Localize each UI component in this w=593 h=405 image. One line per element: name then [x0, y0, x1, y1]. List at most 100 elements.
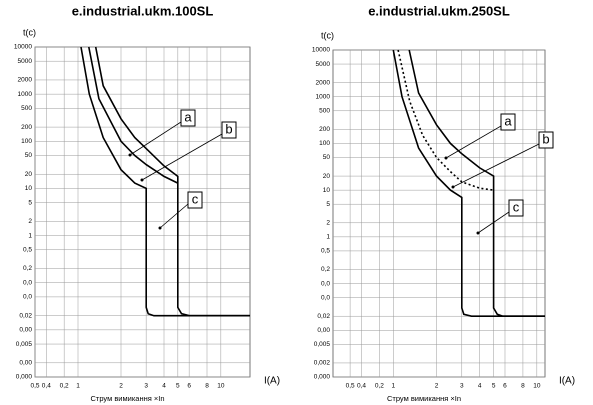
legend-label: c — [192, 191, 199, 206]
x-tick-label: 2 — [119, 383, 123, 390]
label-box — [538, 131, 554, 149]
x-tick-label: 0,5 — [30, 383, 39, 390]
x-tick-label: 0,5 — [346, 383, 355, 390]
x-tick-label: 10 — [533, 383, 541, 390]
y-tick-label: 50 — [25, 152, 33, 159]
y-tick-label: 0,0 — [23, 294, 32, 301]
y-tick-label: 0,005 — [314, 341, 331, 348]
y-tick-label: 0,5 — [23, 246, 32, 253]
y-tick-label: 0,000 — [16, 374, 33, 381]
y-tick-label: 1000 — [316, 93, 331, 100]
leader-line — [159, 203, 189, 229]
x-tick-label: 5 — [492, 383, 496, 390]
y-tick-label: 50 — [323, 154, 331, 161]
x-tick-label: 5 — [176, 383, 180, 390]
y-axis-label: t(c) — [321, 30, 334, 40]
legend-label: c — [513, 199, 520, 214]
y-tick-label: 1 — [28, 232, 32, 239]
legend-label: b — [542, 131, 549, 146]
leader-dot — [444, 156, 448, 160]
x-tick-label: 4 — [478, 383, 482, 390]
leader-dot — [476, 231, 480, 235]
y-tick-label: 5000 — [18, 58, 33, 65]
y-tick-label: 0,0 — [321, 280, 330, 287]
y-tick-label: 0,000 — [314, 374, 331, 381]
y-tick-label: 5000 — [316, 61, 331, 68]
legend-label: a — [504, 113, 512, 128]
label-box — [221, 121, 237, 139]
x-tick-label: 0,4 — [42, 383, 51, 390]
y-tick-label: 1000 — [18, 91, 33, 98]
label-box — [187, 191, 203, 209]
y-tick-label: 0,02 — [19, 312, 32, 319]
x-caption: Струм вимикання ×In — [90, 394, 164, 403]
y-tick-label: 10 — [25, 185, 33, 192]
y-tick-label: 20 — [323, 173, 331, 180]
y-tick-label: 100 — [319, 140, 330, 147]
x-tick-label: 1 — [391, 383, 395, 390]
x-axis-label: I(A) — [264, 376, 280, 387]
leader-line — [477, 211, 510, 234]
legend-label: b — [225, 121, 232, 136]
y-tick-label: 2 — [28, 218, 32, 225]
y-tick-label: 500 — [319, 107, 330, 114]
x-tick-label: 3 — [460, 383, 464, 390]
curve — [392, 49, 545, 317]
y-tick-label: 0,2 — [23, 265, 32, 272]
chart-title: e.industrial.ukm.100SL — [72, 3, 214, 18]
y-tick-label: 0,5 — [321, 248, 330, 255]
curve — [408, 49, 545, 317]
y-tick-label: 10000 — [312, 47, 330, 54]
x-tick-label: 3 — [144, 383, 148, 390]
y-tick-label: 1 — [326, 234, 330, 241]
x-tick-label: 0,2 — [375, 383, 384, 390]
legend-label: a — [184, 109, 192, 124]
curve — [80, 46, 250, 317]
y-tick-label: 0,005 — [16, 341, 33, 348]
x-axis-label: I(A) — [559, 376, 575, 387]
x-tick-label: 6 — [503, 383, 507, 390]
x-tick-label: 0,4 — [357, 383, 366, 390]
x-caption: Струм вимикання ×In — [387, 394, 461, 403]
x-tick-label: 8 — [521, 383, 525, 390]
curve — [88, 46, 179, 184]
x-tick-label: 8 — [205, 383, 209, 390]
label-box — [180, 109, 196, 127]
x-tick-label: 10 — [217, 383, 225, 390]
y-tick-label: 100 — [21, 138, 32, 145]
x-tick-label: 1 — [76, 383, 80, 390]
y-tick-label: 0,02 — [317, 313, 330, 320]
x-tick-label: 4 — [162, 383, 166, 390]
y-tick-label: 0,2 — [321, 266, 330, 273]
y-tick-label: 2000 — [316, 79, 331, 86]
y-tick-label: 10000 — [14, 44, 32, 51]
leader-dot — [451, 185, 455, 189]
x-tick-label: 6 — [187, 383, 191, 390]
y-tick-label: 2 — [326, 220, 330, 227]
leader-line — [445, 125, 502, 159]
leader-line — [141, 133, 223, 181]
y-tick-label: 2000 — [18, 77, 33, 84]
y-tick-label: 10 — [323, 187, 331, 194]
y-tick-label: 0,00 — [317, 327, 330, 334]
y-tick-label: 5 — [326, 201, 330, 208]
y-tick-label: 500 — [21, 105, 32, 112]
leader-dot — [158, 226, 162, 230]
y-tick-label: 0,002 — [314, 360, 331, 367]
y-axis-label: t(c) — [23, 27, 36, 37]
plot-frame — [34, 46, 251, 378]
chart-title: e.industrial.ukm.250SL — [368, 3, 510, 18]
leader-line — [452, 143, 540, 188]
x-tick-label: 2 — [435, 383, 439, 390]
y-tick-label: 0,0 — [321, 294, 330, 301]
leader-dot — [140, 178, 144, 182]
y-tick-label: 0,00 — [19, 360, 32, 367]
y-tick-label: 5 — [28, 199, 32, 206]
y-tick-label: 200 — [21, 124, 32, 131]
leader-line — [129, 121, 182, 156]
y-tick-label: 200 — [319, 126, 330, 133]
y-tick-label: 20 — [25, 171, 33, 178]
curve — [397, 49, 494, 191]
y-tick-label: 0,00 — [19, 327, 32, 334]
